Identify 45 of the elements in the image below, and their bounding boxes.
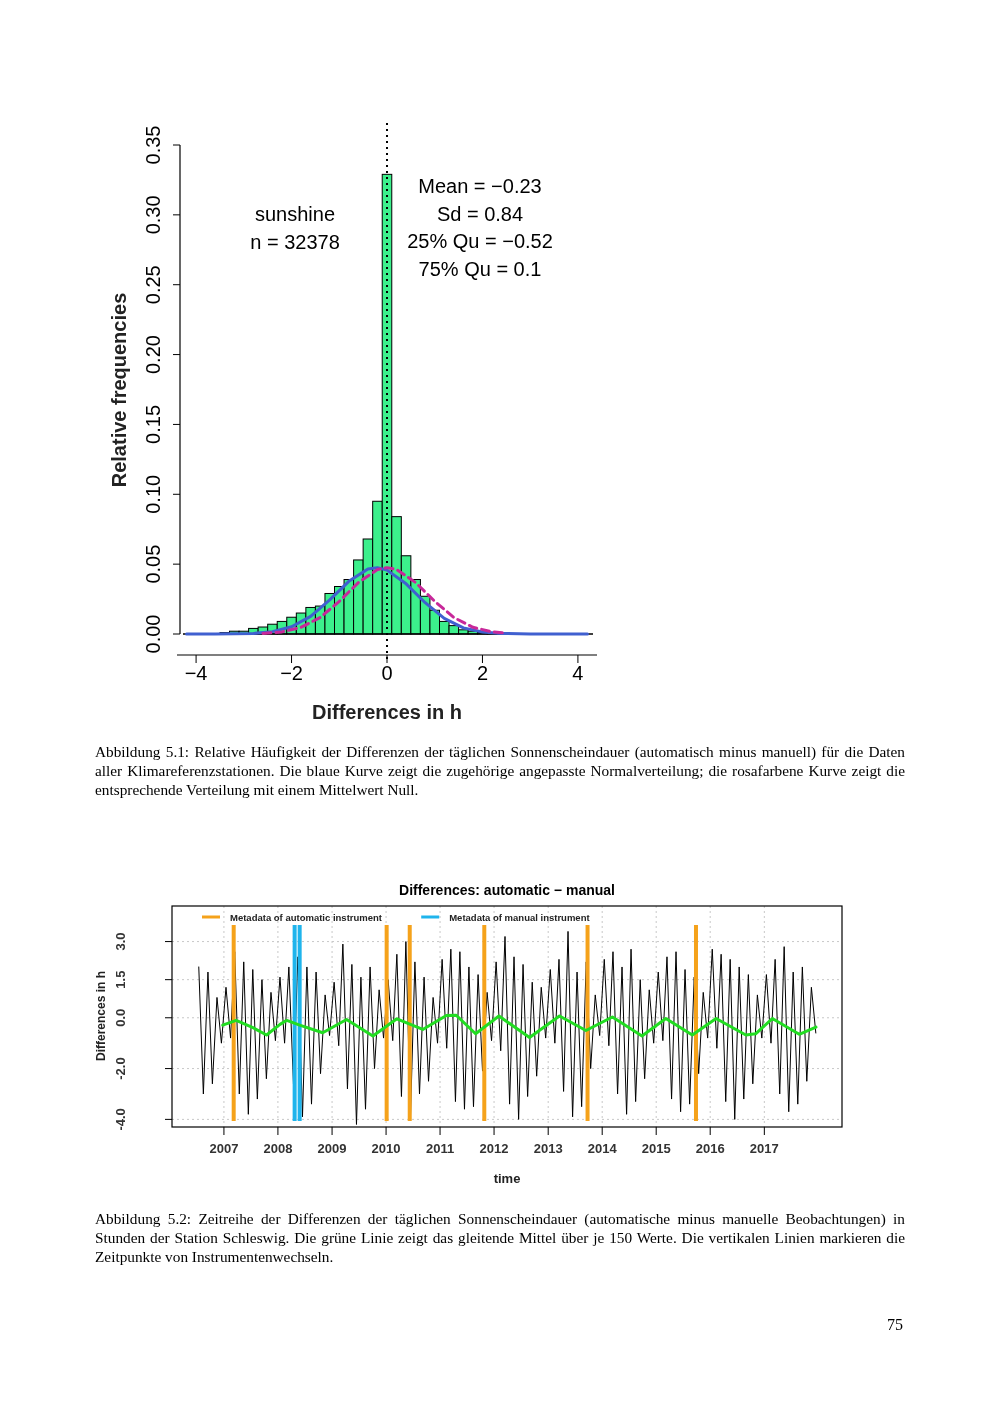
y-tick-label: 0.30 [142, 195, 164, 235]
text: Abbildung 5.2: Zeitreihe der Differenzen der täglichen Sonnenscheindauer (automatische minus manuelle Beobachtungen) in Stunden der Station Schleswig. Die grüne Linie zeigt das gleitende Mittel über je 150 Werte. Die vertikalen Linien markieren die Zeitpunkte von Instrumentenwechseln. [95, 1209, 905, 1266]
x-tick-label: 2016 [695, 1141, 725, 1156]
annotation: sunshine [254, 203, 336, 225]
x-axis-title: Differences in h [311, 701, 463, 723]
x-tick-label: 2007 [209, 1141, 239, 1156]
x-tick-label: 2012 [479, 1141, 509, 1156]
y-tick-label: 0.20 [142, 335, 164, 375]
annotation: Sd = 0.84 [436, 203, 524, 225]
text: 75 [887, 1316, 903, 1333]
legend-label: Metadata of automatic instrument [230, 911, 383, 923]
y-tick-label: -2.0 [113, 1057, 128, 1080]
x-tick-label: −2 [280, 662, 303, 684]
y-tick-label: 0.10 [142, 474, 164, 514]
y-axis-title: Relative frequencies [108, 292, 130, 488]
annotation: 25% Qu = −0.52 [407, 230, 553, 252]
y-tick-label: 3.0 [113, 932, 128, 951]
y-tick-label: 0.0 [113, 1008, 128, 1027]
x-tick-label: −4 [184, 662, 208, 684]
text: Abbildung 5.1: Relative Häufigkeit der Differenzen der täglichen Sonnenscheindauer (automatisch minus manuell) für die Daten aller Klimareferenzstationen. Die blaue Kurve zeigt die zugehörige angepasste Normalverteilung; die rosafarbene Kurve zeigt die entsprechende Verteilung mit einem Mittelwert Null. [95, 742, 905, 799]
y-tick-label: 1.5 [113, 970, 128, 989]
x-tick-label: 2014 [587, 1141, 618, 1156]
y-tick-label: 0.35 [142, 125, 164, 165]
y-tick-label: 0.05 [142, 544, 164, 584]
x-tick-label: 2017 [749, 1141, 779, 1156]
x-tick-label: 2009 [317, 1141, 347, 1156]
y-axis-title: Differences in h [94, 970, 108, 1062]
legend-label: Metadata of manual instrument [449, 911, 591, 923]
y-tick-label: -4.0 [113, 1108, 128, 1131]
x-tick-label: 2 [476, 662, 489, 684]
x-tick-label: 2013 [533, 1141, 563, 1156]
annotation: Mean = −0.23 [418, 175, 542, 197]
y-tick-label: 0.25 [142, 265, 164, 305]
x-tick-label: 2015 [641, 1141, 671, 1156]
x-tick-label: 2010 [371, 1141, 401, 1156]
x-tick-label: 2008 [263, 1141, 293, 1156]
annotation: n = 32378 [250, 231, 340, 253]
x-tick-label: 4 [572, 662, 584, 684]
annotation: 75% Qu = 0.1 [418, 258, 542, 280]
chart-title: Differences: automatic − manual [399, 882, 615, 898]
x-tick-label: 0 [381, 662, 393, 684]
x-axis-title: time [493, 1171, 521, 1186]
y-tick-label: 0.00 [142, 614, 164, 654]
x-tick-label: 2011 [425, 1141, 455, 1156]
y-tick-label: 0.15 [142, 404, 164, 444]
